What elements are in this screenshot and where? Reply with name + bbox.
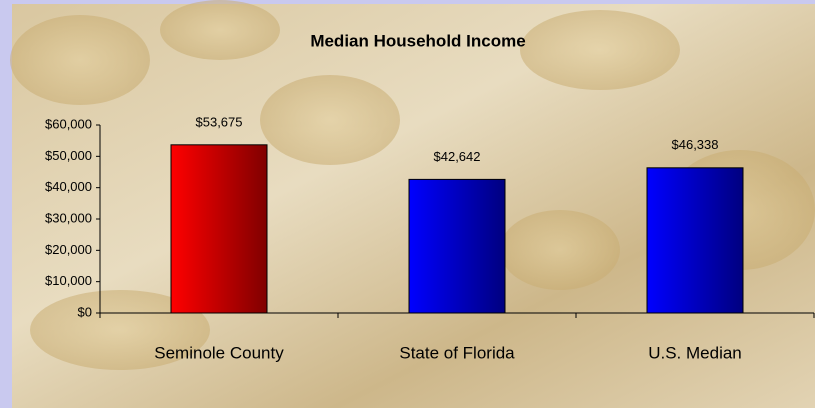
bar <box>171 145 267 313</box>
value-label: $42,642 <box>434 149 481 164</box>
bar <box>409 179 505 313</box>
y-tick-label: $50,000 <box>45 148 92 163</box>
value-label: $46,338 <box>672 137 719 152</box>
y-tick-label: $30,000 <box>45 210 92 225</box>
page: {"chart_data": {"type": "bar", "title": … <box>0 0 815 408</box>
y-tick-label: $20,000 <box>45 242 92 257</box>
chart: Median Household Income $0 $10,000 $20,000… <box>0 0 815 408</box>
bar <box>647 168 743 313</box>
y-tick-label: $0 <box>78 304 92 319</box>
chart-title: Median Household Income <box>310 31 525 50</box>
value-label: $53,675 <box>196 114 243 129</box>
y-tick-label: $10,000 <box>45 273 92 288</box>
y-tick-label: $60,000 <box>45 116 92 131</box>
x-tick-label: State of Florida <box>399 343 515 362</box>
x-tick-label: U.S. Median <box>648 343 742 362</box>
y-tick-label: $40,000 <box>45 179 92 194</box>
x-tick-label: Seminole County <box>154 343 284 362</box>
